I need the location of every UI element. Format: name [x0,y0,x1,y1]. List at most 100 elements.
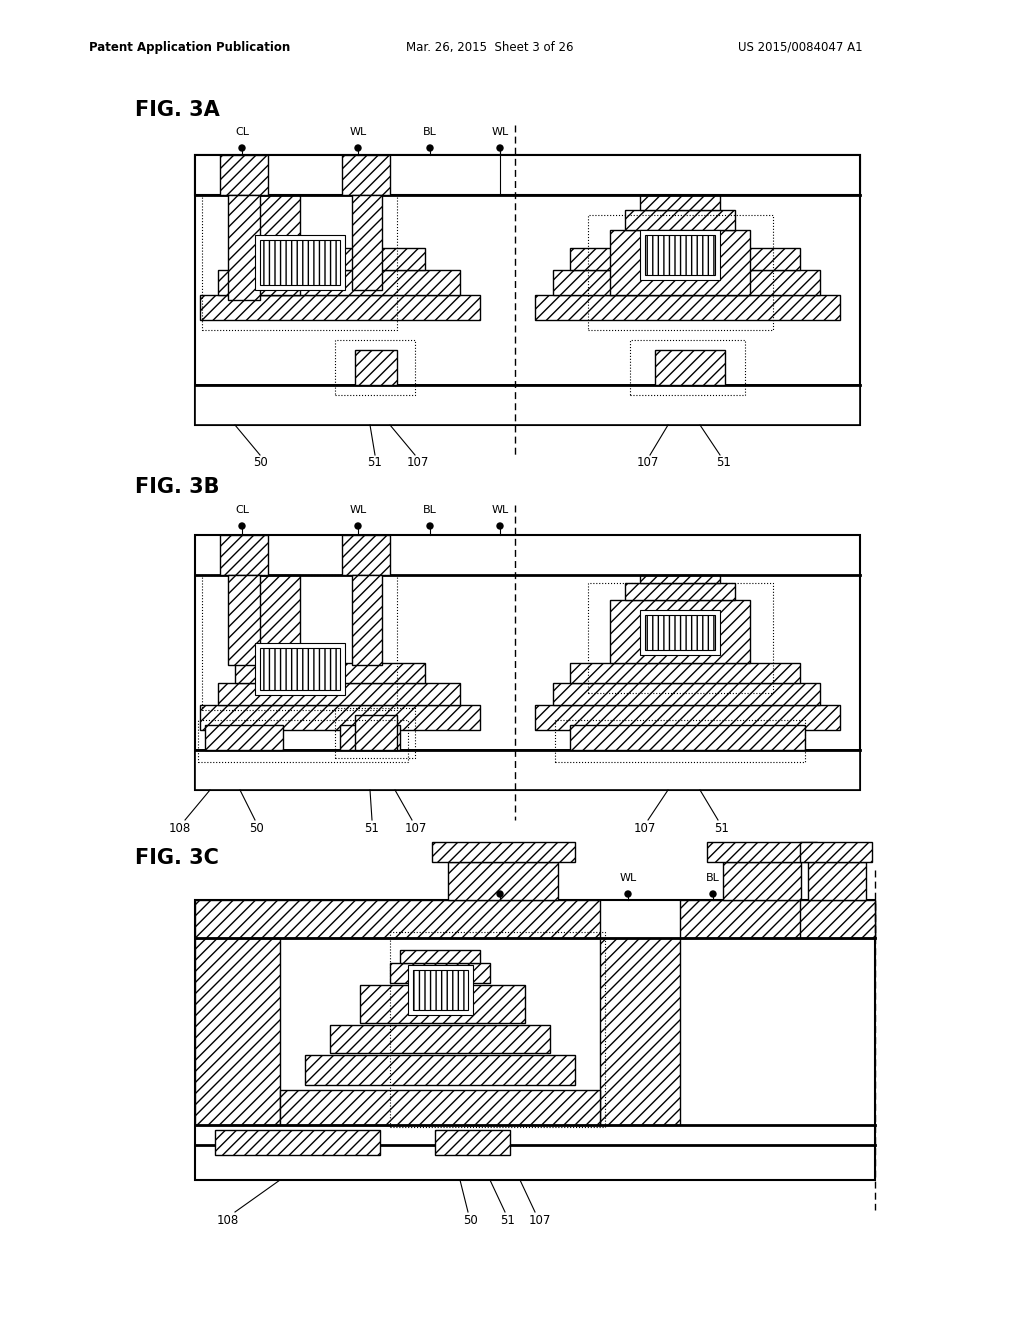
Text: 50: 50 [253,457,267,470]
Bar [260,240,340,285]
Bar [655,350,725,385]
Text: US 2015/0084047 A1: US 2015/0084047 A1 [737,41,862,54]
Bar [570,663,800,682]
Bar [234,195,300,294]
Bar [355,715,397,750]
Text: WL: WL [349,506,367,515]
Bar [400,950,480,964]
Text: 50: 50 [463,1213,477,1226]
Text: WL: WL [492,127,509,137]
Text: FIG. 3B: FIG. 3B [135,477,219,498]
Text: WL: WL [620,873,637,883]
Bar [255,643,345,696]
Text: 107: 107 [637,457,659,470]
Text: BL: BL [423,127,437,137]
Bar [432,842,575,862]
Bar [352,576,382,665]
Bar [553,682,820,705]
Bar [195,535,860,789]
Bar [555,719,805,762]
Text: 50: 50 [250,821,264,834]
Circle shape [427,523,433,529]
Bar [255,235,345,290]
Text: 108: 108 [169,821,191,834]
Bar [640,610,720,655]
Text: 107: 107 [407,457,429,470]
Bar [280,1090,600,1125]
Text: WL: WL [349,127,367,137]
Bar [342,154,390,195]
Bar [588,583,773,693]
Bar [355,350,397,385]
Bar [553,271,820,294]
Bar [645,615,715,649]
Bar [260,648,340,690]
Circle shape [497,523,503,529]
Circle shape [355,523,361,529]
Circle shape [355,145,361,150]
Text: 51: 51 [717,457,731,470]
Bar [340,725,400,750]
Text: FIG. 3A: FIG. 3A [135,100,220,120]
Bar [228,195,260,300]
Text: 51: 51 [368,457,382,470]
Bar [800,842,872,862]
Text: CL: CL [493,873,507,883]
Bar [195,385,860,425]
Text: 107: 107 [404,821,427,834]
Text: BL: BL [423,506,437,515]
Bar [195,900,874,1180]
Bar [352,195,382,290]
Bar [330,1026,550,1053]
Bar [215,1130,380,1155]
Bar [360,985,525,1023]
Circle shape [710,891,716,898]
Bar [390,964,490,983]
Bar [413,970,468,1010]
Bar [808,862,866,900]
Bar [200,705,480,730]
Bar [640,576,720,583]
Text: Mar. 26, 2015  Sheet 3 of 26: Mar. 26, 2015 Sheet 3 of 26 [407,41,573,54]
Bar [610,230,750,294]
Bar [570,248,800,271]
Bar [390,932,605,1127]
Bar [220,535,268,576]
Bar [600,939,680,1125]
Bar [305,1055,575,1085]
Bar [198,719,408,762]
Bar [195,939,280,1125]
Text: WL: WL [492,506,509,515]
Bar [535,705,840,730]
Bar [218,271,460,294]
Bar [680,900,874,939]
Circle shape [497,891,503,898]
Bar [588,215,773,330]
Bar [234,248,425,271]
Bar [218,682,460,705]
Bar [435,1130,510,1155]
Bar [610,601,750,663]
Text: 107: 107 [528,1213,551,1226]
Bar [707,842,817,862]
Bar [335,708,415,758]
Text: 51: 51 [501,1213,515,1226]
Circle shape [625,891,631,898]
Bar [228,576,260,665]
Bar [342,535,390,576]
Bar [640,195,720,210]
Text: 51: 51 [365,821,380,834]
Text: Patent Application Publication: Patent Application Publication [89,41,291,54]
Bar [570,725,805,750]
Bar [205,725,283,750]
Bar [195,154,860,425]
Bar [630,341,745,395]
Text: FIG. 3C: FIG. 3C [135,847,219,869]
Circle shape [497,145,503,150]
Circle shape [427,145,433,150]
Bar [195,154,860,195]
Circle shape [239,145,245,150]
Bar [234,663,425,682]
Bar [640,230,720,280]
Text: CL: CL [234,127,249,137]
